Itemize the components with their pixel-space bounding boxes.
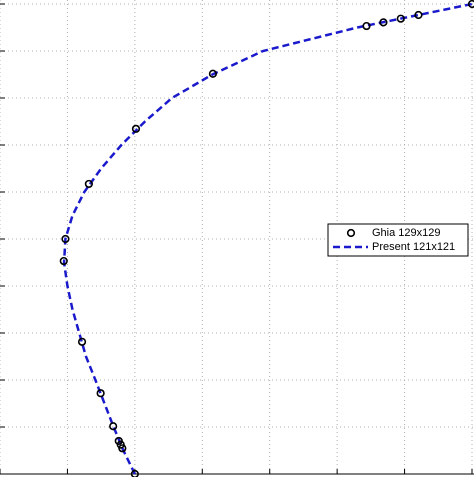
data-point [362,21,371,31]
data-point [109,422,118,431]
data-point [131,124,141,133]
legend-label: Ghia 129x129 [372,227,441,239]
data-point [61,234,70,244]
data-point [208,69,218,78]
legend-marker [346,228,356,238]
data-point [130,469,139,477]
data-point [114,436,123,446]
data-point [59,256,68,266]
legend-label: Present 121x121 [372,241,455,253]
data-point [396,14,405,23]
data-point [77,337,87,346]
data-point [467,0,474,9]
data-point [414,10,423,20]
data-point [379,18,388,27]
data-point [96,389,105,398]
data-line [62,2,473,475]
data-point [84,179,93,189]
